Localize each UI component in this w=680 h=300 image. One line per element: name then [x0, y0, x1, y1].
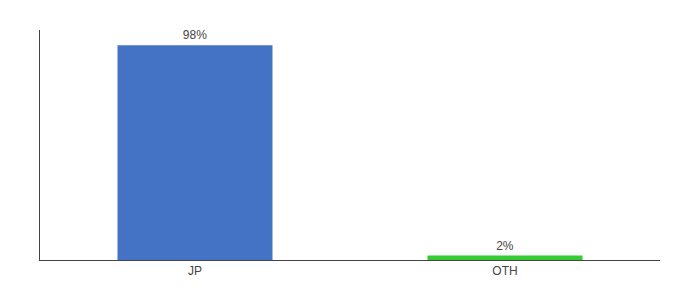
svg-text:OTH: OTH	[492, 264, 517, 278]
svg-text:98%: 98%	[183, 28, 207, 42]
svg-text:JP: JP	[188, 264, 202, 278]
svg-text:2%: 2%	[496, 239, 514, 253]
